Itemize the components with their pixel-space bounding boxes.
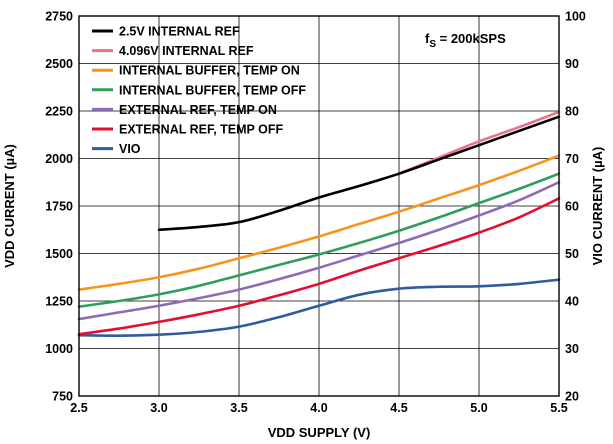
annotation-suffix: = 200kSPS — [436, 31, 506, 46]
y-tick-label: 2750 — [45, 10, 73, 24]
legend-label-internal-buffer-temp-on: INTERNAL BUFFER, TEMP ON — [119, 64, 300, 78]
y-tick-label: 2000 — [45, 152, 73, 166]
legend-label-external-ref-temp-on: EXTERNAL REF, TEMP ON — [119, 103, 277, 117]
grid — [79, 16, 559, 396]
series-line-internal-buffer-temp-off — [77, 172, 561, 308]
x-tick-label: 3.0 — [150, 401, 167, 415]
legend-label-4-096v-internal-ref: 4.096V INTERNAL REF — [119, 44, 254, 58]
legend-label-vio: VIO — [119, 142, 141, 156]
y2-tick-label: 60 — [565, 200, 579, 214]
sample-rate-annotation: fS = 200kSPS — [425, 31, 506, 50]
series-line-external-ref-temp-off — [77, 197, 561, 336]
y-tick-label: 1500 — [45, 247, 73, 261]
y2-axis-label: VIO CURRENT (µA) — [590, 147, 605, 266]
y-axis-label: VDD CURRENT (µA) — [2, 144, 17, 268]
series-lines — [77, 110, 561, 337]
series-line-vio — [77, 278, 561, 337]
annotation-subscript: S — [429, 39, 436, 50]
x-tick-label: 2.5 — [70, 401, 87, 415]
x-tick-label: 5.5 — [550, 401, 567, 415]
y2-tick-label: 100 — [565, 10, 586, 24]
tick-labels: 2.5 3.0 3.5 4.0 4.5 5.0 5.5 750 1000 1250 1500 1750… — [45, 10, 586, 416]
y2-tick-label: 70 — [565, 152, 579, 166]
legend: 2.5V INTERNAL REF 4.096V INTERNAL REF INTE… — [92, 25, 306, 156]
y2-tick-label: 80 — [565, 105, 579, 119]
annotation-prefix: f — [425, 31, 430, 46]
x-tick-label: 4.5 — [390, 401, 407, 415]
x-tick-label: 4.0 — [310, 401, 327, 415]
legend-label-external-ref-temp-off: EXTERNAL REF, TEMP OFF — [119, 123, 284, 137]
legend-label-2-5v-internal-ref: 2.5V INTERNAL REF — [119, 25, 240, 39]
y-tick-label: 1750 — [45, 200, 73, 214]
series-line-internal-buffer-temp-on — [77, 154, 561, 291]
y-tick-label: 750 — [52, 390, 73, 404]
y2-tick-label: 20 — [565, 390, 579, 404]
x-axis-label: VDD SUPPLY (V) — [268, 425, 371, 440]
y2-tick-label: 30 — [565, 342, 579, 356]
y-tick-label: 1000 — [45, 342, 73, 356]
y2-tick-label: 50 — [565, 247, 579, 261]
plot-frame — [78, 15, 560, 397]
y-tick-label: 2250 — [45, 105, 73, 119]
x-tick-label: 3.5 — [230, 401, 247, 415]
y2-tick-label: 40 — [565, 295, 579, 309]
y2-tick-label: 90 — [565, 57, 579, 71]
series-line-2-5v-internal-ref — [157, 115, 561, 232]
x-tick-label: 5.0 — [470, 401, 487, 415]
series-line-external-ref-temp-on — [77, 180, 561, 321]
y-tick-label: 1250 — [45, 295, 73, 309]
y-tick-label: 2500 — [45, 57, 73, 71]
legend-label-internal-buffer-temp-off: INTERNAL BUFFER, TEMP OFF — [119, 83, 306, 97]
